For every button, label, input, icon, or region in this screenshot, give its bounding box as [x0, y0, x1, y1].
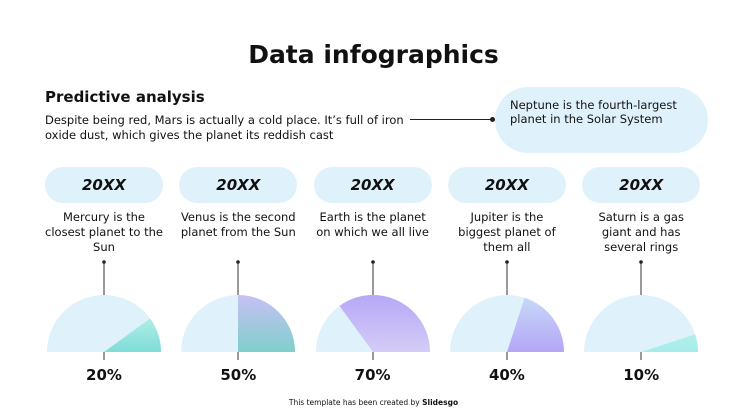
- year-pill: 20XX: [45, 167, 163, 203]
- footer-brand: Slidesgo: [422, 398, 459, 407]
- gauge-fill: [339, 295, 430, 352]
- timeline-item: 20XX Jupiter is the biggest planet of th…: [447, 167, 566, 384]
- gauge-fill: [238, 295, 296, 352]
- percent-label: 10%: [623, 366, 660, 384]
- year-pill: 20XX: [582, 167, 701, 203]
- gauge-fill: [506, 297, 564, 352]
- semicircle-gauge: [584, 260, 699, 360]
- timeline-item: 20XX Mercury is the closest planet to th…: [45, 167, 163, 384]
- timeline-item: 20XX Venus is the second planet from the…: [179, 167, 298, 384]
- description: Despite being red, Mars is actually a co…: [45, 113, 404, 142]
- footer-text: This template has been created by: [288, 398, 423, 407]
- year-pill: 20XX: [313, 167, 432, 203]
- gauge-fill: [641, 334, 699, 352]
- timeline-item: 20XX Earth is the planet on which we all…: [313, 167, 432, 384]
- semicircle-gauge: [449, 260, 564, 360]
- callout-bubble: Neptune is the fourth-largest planet in …: [495, 87, 708, 153]
- item-description: Jupiter is the biggest planet of them al…: [458, 210, 556, 254]
- connector-dot: [505, 260, 509, 264]
- connector-dot: [102, 260, 106, 264]
- connector-dot: [639, 260, 643, 264]
- item-description: Earth is the planet on which we all live: [316, 210, 429, 239]
- percent-label: 50%: [220, 366, 257, 384]
- footer: This template has been created by Slides…: [0, 398, 747, 407]
- year-pill: 20XX: [179, 167, 298, 203]
- page-title: Data infographics: [248, 40, 499, 69]
- semicircle-gauge: [181, 260, 296, 360]
- item-description: Saturn is a gas giant and has several ri…: [598, 210, 684, 254]
- gauge-track: [584, 295, 699, 352]
- year-pill: 20XX: [447, 167, 566, 203]
- percent-label: 20%: [86, 366, 122, 384]
- connector-dot: [236, 260, 241, 264]
- timeline-item: 20XX Saturn is a gas giant and has sever…: [582, 167, 701, 384]
- item-description: Mercury is the closest planet to the Sun: [45, 210, 163, 254]
- gauge-fill: [104, 318, 161, 352]
- semicircle-gauge: [47, 260, 161, 360]
- connector-dot: [370, 260, 375, 264]
- callout-connector: [410, 117, 495, 122]
- semicircle-gauge: [315, 260, 430, 360]
- percent-label: 70%: [354, 366, 391, 384]
- subtitle: Predictive analysis: [45, 88, 205, 106]
- item-description: Venus is the second planet from the Sun: [180, 210, 296, 239]
- percent-label: 40%: [488, 366, 525, 384]
